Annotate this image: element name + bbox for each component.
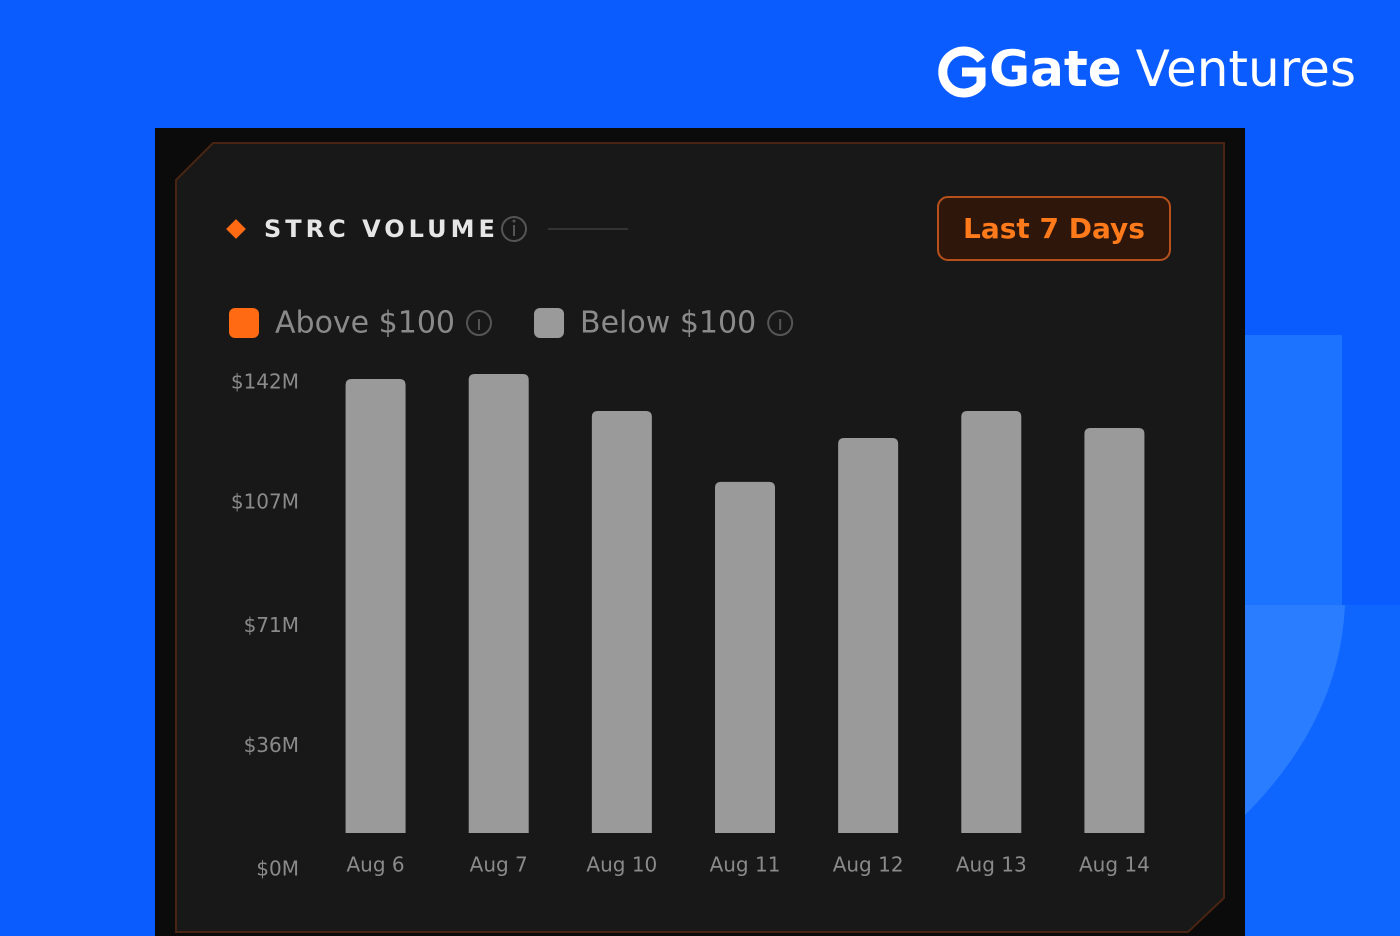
x-tick-label: Aug 10 — [586, 853, 657, 877]
bar — [345, 378, 406, 833]
bar — [468, 373, 529, 833]
range-button-label[interactable]: Last 7 Days — [963, 212, 1145, 245]
logo-icon — [938, 46, 986, 98]
x-tick-label: Aug 6 — [347, 853, 405, 877]
legend-swatch — [229, 308, 259, 338]
x-tick-label: Aug 7 — [470, 853, 528, 877]
bar — [838, 437, 899, 833]
brand-name: Gate — [989, 40, 1122, 98]
x-tick-label: Aug 14 — [1079, 853, 1150, 877]
decor — [1245, 605, 1345, 815]
y-tick-label: $0M — [256, 857, 299, 881]
logo-text: Gate Ventures — [989, 40, 1356, 98]
legend-label: Above $100 — [275, 306, 455, 341]
bar — [1084, 427, 1145, 833]
range-button[interactable] — [937, 196, 1171, 261]
brand-suffix: Ventures — [1136, 40, 1356, 98]
info-icon-ring — [466, 310, 493, 336]
logo: Gate Ventures — [938, 40, 1356, 98]
info-icon — [767, 310, 794, 336]
x-tick-label: Aug 12 — [833, 853, 904, 877]
x-tick-label: Aug 11 — [710, 853, 781, 877]
legend-swatch — [534, 308, 565, 338]
y-tick-label: $36M — [244, 733, 299, 757]
x-tick-label: Aug 13 — [956, 853, 1027, 877]
card — [175, 142, 1225, 933]
title-icon — [226, 219, 246, 239]
decor — [1245, 335, 1342, 605]
y-tick-label: $107M — [231, 490, 299, 514]
legend-label: Below $100 — [580, 306, 756, 341]
y-tick-label: $142M — [231, 370, 299, 394]
info-icon — [466, 310, 493, 336]
y-tick-label: $71M — [244, 613, 299, 637]
bar — [961, 410, 1022, 833]
bar — [591, 410, 652, 833]
chart-title: STRC VOLUME — [264, 215, 499, 243]
info-icon-ring — [767, 310, 794, 336]
info-icon — [501, 216, 527, 242]
bar — [715, 481, 775, 833]
